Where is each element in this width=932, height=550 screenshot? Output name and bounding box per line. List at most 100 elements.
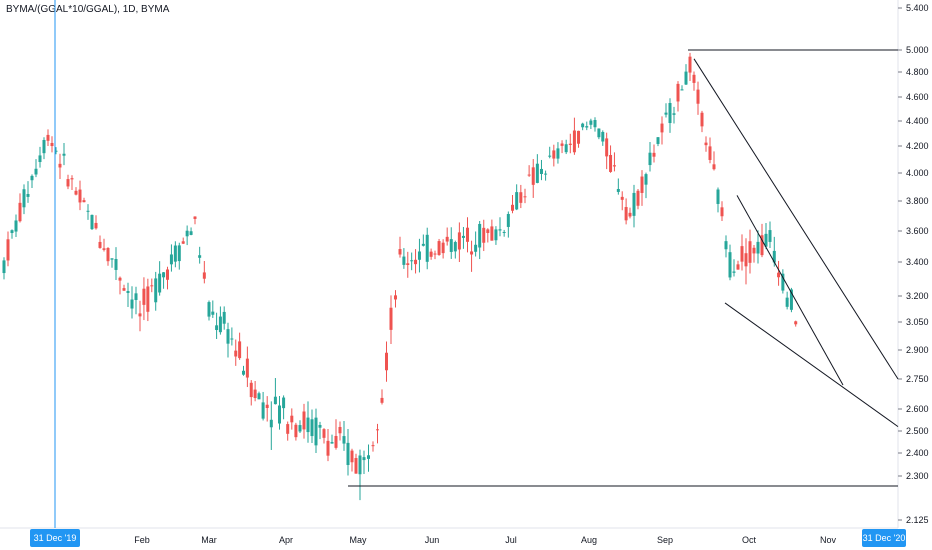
candle-body (724, 241, 728, 250)
x-tick-label: Apr (279, 535, 293, 545)
x-tick-label: Oct (742, 535, 757, 545)
candle-body (207, 302, 211, 317)
y-tick-label: 5.400 (906, 3, 929, 13)
candle-body (425, 234, 429, 262)
candle-body (234, 350, 238, 357)
candle-body (154, 278, 158, 303)
candle-body (684, 71, 688, 85)
candle-body (597, 128, 601, 138)
y-tick-label: 2.125 (906, 515, 929, 525)
candle-body (398, 249, 402, 255)
candle-body (310, 419, 314, 437)
candle-body (708, 146, 712, 160)
candle-body (752, 247, 756, 254)
candle-body (527, 174, 531, 176)
candle-body (728, 252, 732, 278)
y-tick-label: 3.800 (906, 196, 929, 206)
x-tick-label: Aug (581, 535, 597, 545)
crosshair-date-badge (30, 529, 80, 547)
candle-body (601, 131, 605, 142)
candle-body (470, 251, 474, 255)
candle-body (138, 313, 142, 317)
candle-body (648, 152, 652, 166)
candle-body (564, 144, 568, 153)
candle-body (511, 204, 514, 211)
y-tick-label: 2.500 (906, 426, 929, 436)
candle-body (577, 130, 581, 144)
candle-body (114, 258, 118, 270)
y-tick-label: 3.200 (906, 291, 929, 301)
candle-body (342, 436, 346, 444)
candle-body (334, 435, 338, 448)
candle-body (298, 425, 302, 432)
candle-body (744, 253, 748, 267)
candle-body (126, 291, 130, 293)
candle-body (535, 163, 539, 183)
candle-body (394, 295, 397, 300)
candle-body (181, 241, 185, 244)
candle-body (616, 188, 620, 192)
candle-body (445, 236, 449, 242)
candle-body (781, 273, 785, 291)
candle-body (692, 74, 696, 83)
candle-body (294, 424, 298, 438)
candle-body (433, 253, 437, 255)
candle-body (760, 235, 764, 256)
candle-body (502, 231, 506, 233)
y-tick-label: 3.400 (906, 257, 929, 267)
candle-body (102, 248, 106, 250)
y-tick-label: 3.600 (906, 226, 929, 236)
x-tick-label: Jun (425, 535, 440, 545)
candle-body (519, 192, 523, 203)
candle-body (106, 248, 110, 262)
candle-body (449, 239, 453, 252)
candle-body (54, 150, 58, 152)
candle-body (90, 214, 94, 230)
candle-body (756, 241, 760, 254)
candle-body (712, 164, 716, 170)
candle-body (314, 417, 318, 446)
candle-body (406, 263, 410, 265)
candle-body (680, 89, 684, 91)
candle-body (222, 311, 226, 324)
candle-body (261, 402, 265, 419)
candle-body (664, 112, 668, 115)
y-tick-label: 5.000 (906, 45, 929, 55)
candle-body (150, 285, 154, 287)
y-tick-label: 4.200 (906, 141, 929, 151)
candle-body (385, 352, 388, 371)
end-date-badge (862, 529, 906, 547)
candle-body (2, 260, 6, 274)
candle-body (226, 329, 230, 344)
candle-body (158, 273, 162, 293)
candle-body (86, 210, 90, 212)
candle-body (18, 202, 22, 222)
candle-body (441, 242, 445, 254)
candle-body (515, 192, 519, 210)
candle-body (211, 311, 215, 315)
y-tick-label: 4.000 (906, 168, 929, 178)
candle-body (34, 168, 38, 175)
y-tick-label: 2.750 (906, 374, 929, 384)
candle-body (230, 338, 234, 340)
candle-body (620, 196, 624, 200)
candle-body (581, 123, 585, 128)
candle-body (421, 243, 425, 246)
candle-body (716, 189, 720, 204)
candle-body (322, 429, 326, 438)
candle-body (696, 89, 700, 104)
candle-body (494, 229, 498, 241)
candle-body (376, 429, 379, 431)
trend-line (724, 302, 899, 428)
candle-body (242, 370, 245, 375)
candle-body (66, 179, 70, 187)
candle-body (548, 155, 552, 157)
candle-body (122, 288, 126, 291)
candle-body (273, 396, 277, 405)
candle-body (585, 126, 589, 128)
candle-body (636, 190, 640, 206)
candle-body (676, 83, 680, 102)
candle-body (457, 232, 461, 250)
candle-body (609, 154, 613, 172)
